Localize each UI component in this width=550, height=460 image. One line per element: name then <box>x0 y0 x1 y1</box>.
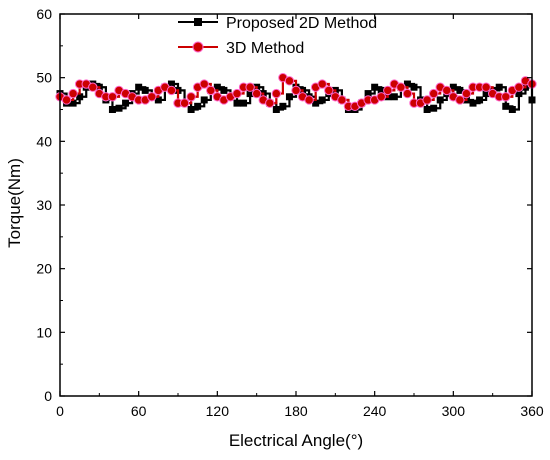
series-2-point <box>442 85 452 96</box>
axes-layer: 0 60 120 180 240 300 360 0 10 20 30 40 50 60 <box>36 6 543 419</box>
series-1-point <box>246 90 254 98</box>
series-1-point <box>390 93 398 101</box>
series-2-point <box>396 82 406 92</box>
series-1-point <box>495 83 503 91</box>
series-1-point <box>515 90 523 98</box>
series-2-point <box>199 79 209 89</box>
series-2-point <box>265 98 275 108</box>
x-tick-label: 300 <box>442 403 466 419</box>
series-1-point <box>108 106 116 113</box>
x-tick-label: 120 <box>206 403 230 419</box>
x-tick-label: 180 <box>284 403 308 419</box>
y-tick-label: 20 <box>36 261 52 277</box>
series-1-point <box>69 99 77 107</box>
y-tick-label: 0 <box>44 388 52 404</box>
series-2-point <box>147 92 157 102</box>
series-1-point <box>154 96 162 104</box>
series-2-point <box>481 82 491 92</box>
series-1-point <box>272 106 280 113</box>
series-2-point <box>166 85 177 96</box>
y-tick-label: 60 <box>36 6 52 22</box>
series-1-point <box>279 102 287 110</box>
series-2-point <box>186 92 196 102</box>
series-1-point <box>469 99 477 107</box>
series-1-point <box>403 80 411 88</box>
series-1-point <box>502 102 510 110</box>
series-2-point <box>68 88 78 99</box>
series-1-point <box>122 99 130 107</box>
y-tick-label: 30 <box>36 197 52 213</box>
series-2-point <box>245 82 255 92</box>
series-1-point <box>285 93 293 101</box>
x-tick-label: 60 <box>131 403 147 419</box>
series-2-point <box>179 98 190 108</box>
series-1-point <box>423 106 431 113</box>
series-2-point <box>383 85 393 96</box>
series-2-point <box>88 82 98 92</box>
plot-frame <box>59 13 533 397</box>
y-tick-label: 40 <box>36 133 52 149</box>
y-tick-label: 50 <box>36 70 52 86</box>
series-1-point <box>312 99 320 107</box>
series-1-point <box>476 96 484 104</box>
series-2-point <box>455 95 465 105</box>
series-1-point <box>318 96 326 104</box>
y-axis-label: Torque(Nm) <box>5 158 24 248</box>
legend-label-2: 3D Method <box>226 40 304 57</box>
x-axis-label: Electrical Angle(°) <box>229 431 363 450</box>
series-1-point <box>213 83 221 91</box>
series-1-point <box>115 104 123 112</box>
series-1-point <box>141 86 149 94</box>
series-1-point <box>364 90 372 98</box>
series-2-point <box>317 79 327 89</box>
series-2-point <box>251 88 262 99</box>
series-2-point <box>284 76 295 86</box>
series-2-point <box>376 92 386 102</box>
series-1-point <box>167 80 175 88</box>
y-tick-label: 10 <box>36 324 52 340</box>
series-2-point <box>402 88 413 99</box>
series-2-point <box>291 85 301 96</box>
series-1-point <box>200 96 208 104</box>
series-1-point <box>187 106 195 113</box>
series-2-point <box>324 85 334 96</box>
legend-label-1: Proposed 2D Method <box>226 15 377 32</box>
legend: Proposed 2D Method 3D Method <box>178 15 377 57</box>
series-2-point <box>61 95 72 105</box>
legend-marker-1 <box>194 18 202 26</box>
series-1-point <box>377 86 385 94</box>
series-1-point <box>436 96 444 104</box>
series-1-point <box>220 86 228 94</box>
series-1-point <box>233 99 241 107</box>
plot-layer <box>55 72 537 113</box>
series-1-point <box>194 102 202 110</box>
series-2-point <box>107 92 118 102</box>
series-1-point <box>508 106 516 113</box>
series-2-point <box>232 88 242 99</box>
series-2-point <box>501 92 511 102</box>
x-tick-label: 0 <box>56 403 64 419</box>
series-1-point <box>371 83 379 91</box>
series-2-point <box>422 95 432 105</box>
x-tick-label: 360 <box>520 403 544 419</box>
series-2-point <box>304 95 314 105</box>
series-2-point <box>461 88 472 99</box>
series-2-point <box>514 82 524 92</box>
series-2 <box>55 72 537 112</box>
series-1-point <box>135 83 143 91</box>
legend-marker-2 <box>192 41 204 53</box>
series-1-point <box>410 83 418 91</box>
series-2-point <box>428 88 439 99</box>
series-2-point <box>337 95 347 105</box>
series-1-point <box>482 90 490 98</box>
series-1-point <box>240 99 248 107</box>
series-1-point <box>456 86 464 94</box>
x-tick-label: 240 <box>363 403 387 419</box>
series-1-point <box>430 104 438 112</box>
series-2-point <box>271 88 282 99</box>
series-2-point <box>206 85 216 96</box>
series-1-point <box>449 83 457 91</box>
series-1-point <box>76 93 84 101</box>
